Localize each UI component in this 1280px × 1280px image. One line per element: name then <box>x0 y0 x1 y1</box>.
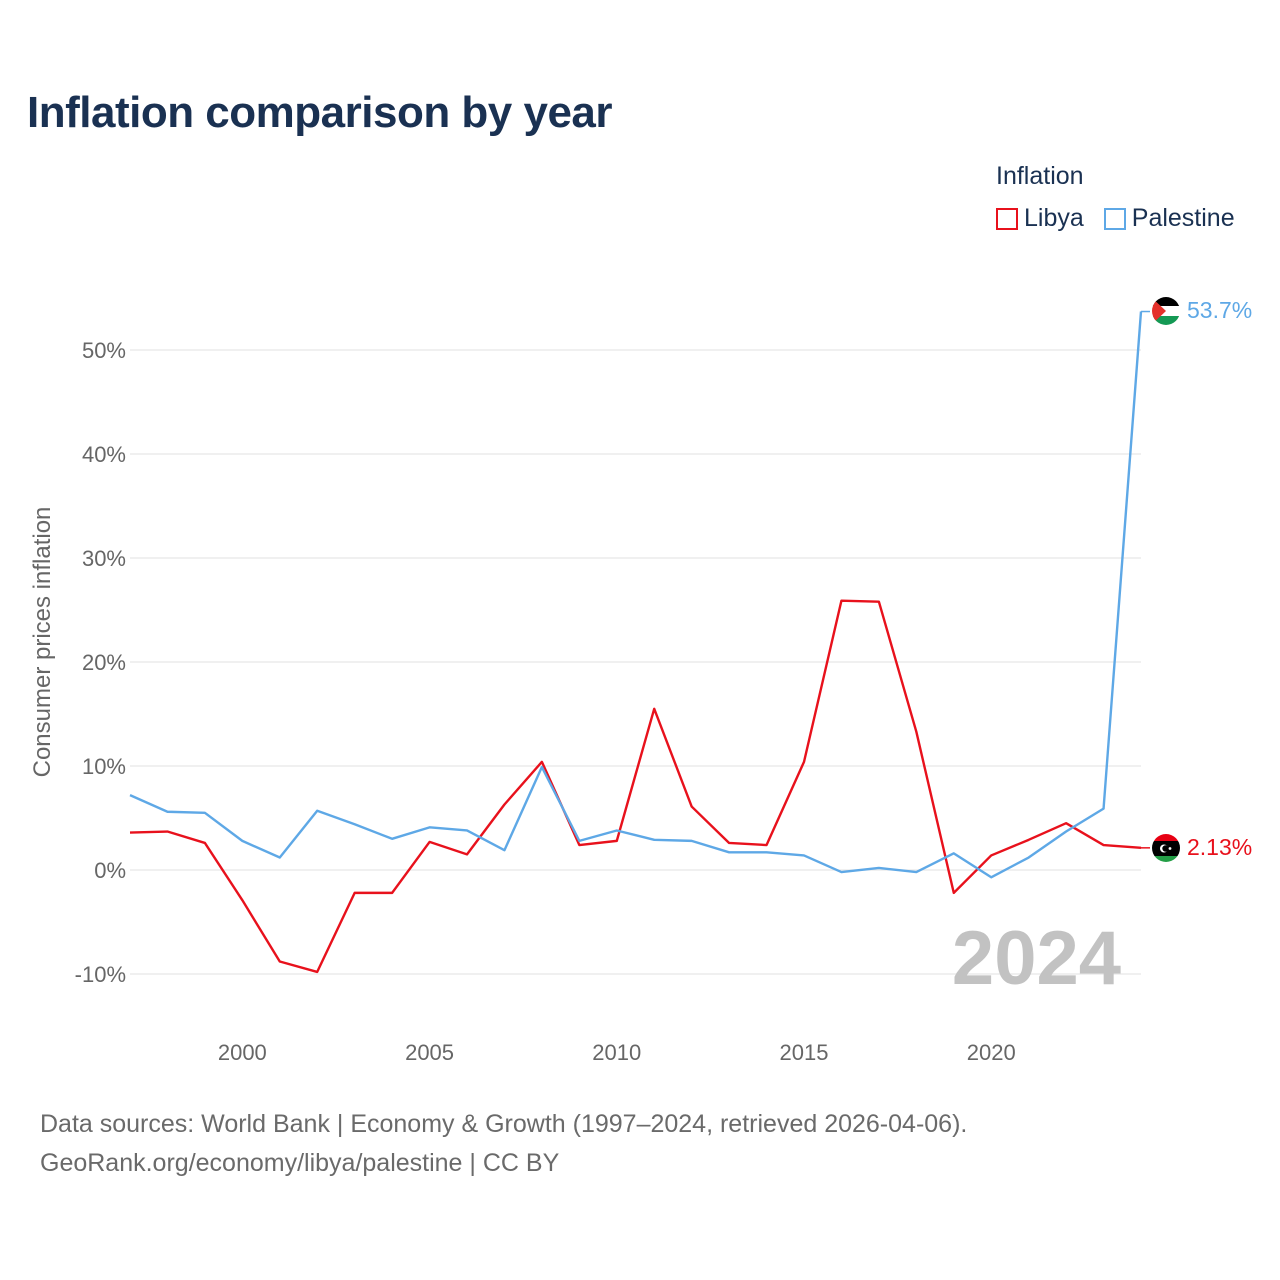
legend-label-palestine: Palestine <box>1131 204 1235 232</box>
x-tick-label: 2020 <box>967 1040 1016 1065</box>
y-tick-label: 0% <box>94 858 126 883</box>
grid-lines <box>130 349 1141 975</box>
legend-swatch-palestine <box>1103 207 1126 230</box>
series-line-palestine <box>129 311 1143 879</box>
y-tick-label: 20% <box>82 650 126 675</box>
chart-title: Inflation comparison by year <box>27 88 613 137</box>
legend: Libya Palestine <box>996 204 1255 233</box>
legend-label-libya: Libya <box>1024 204 1084 232</box>
y-tick-label: 10% <box>82 754 126 779</box>
y-tick-label: 50% <box>82 338 126 363</box>
libya-end-value: 2.13% <box>1187 834 1252 860</box>
legend-item-libya[interactable]: Libya <box>996 204 1084 233</box>
x-tick-label: 2015 <box>780 1040 829 1065</box>
y-tick-label: 40% <box>82 442 126 467</box>
legend-item-palestine[interactable]: Palestine <box>1103 204 1235 233</box>
x-tick-label: 2010 <box>592 1040 641 1065</box>
series-lines <box>129 310 1150 974</box>
legend-swatch-libya <box>996 207 1018 230</box>
libya-flag-icon <box>1152 834 1180 862</box>
y-tick-label: 30% <box>82 546 126 571</box>
y-tick-label: -10% <box>75 962 126 987</box>
footer: Data sources: World Bank | Economy & Gro… <box>40 1105 967 1183</box>
footer-sources: Data sources: World Bank | Economy & Gro… <box>40 1110 968 1138</box>
y-axis-label: Consumer prices inflation <box>29 507 56 778</box>
palestine-flag-icon <box>1152 297 1180 325</box>
x-axis-ticks: 2000 2005 2010 2015 2020 <box>218 1040 1016 1065</box>
series-line-libya <box>129 599 1142 974</box>
x-tick-label: 2005 <box>405 1040 454 1065</box>
y-axis-ticks: -10% 0% 10% 20% 30% 40% 50% <box>75 338 126 987</box>
x-tick-label: 2000 <box>218 1040 267 1065</box>
palestine-end-value: 53.7% <box>1187 297 1252 323</box>
line-chart: -10%0%10%20%30%40%50% 2000 2005 2010 2015 20… <box>29 297 1252 1065</box>
legend-title: Inflation <box>996 162 1084 190</box>
current-year-watermark: 2024 <box>952 916 1121 1001</box>
footer-attribution[interactable]: GeoRank.org/economy/libya/palestine | CC… <box>40 1149 560 1177</box>
